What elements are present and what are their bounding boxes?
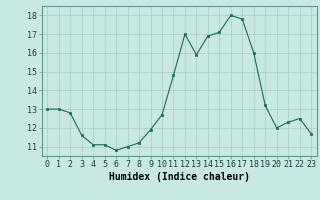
X-axis label: Humidex (Indice chaleur): Humidex (Indice chaleur): [109, 172, 250, 182]
